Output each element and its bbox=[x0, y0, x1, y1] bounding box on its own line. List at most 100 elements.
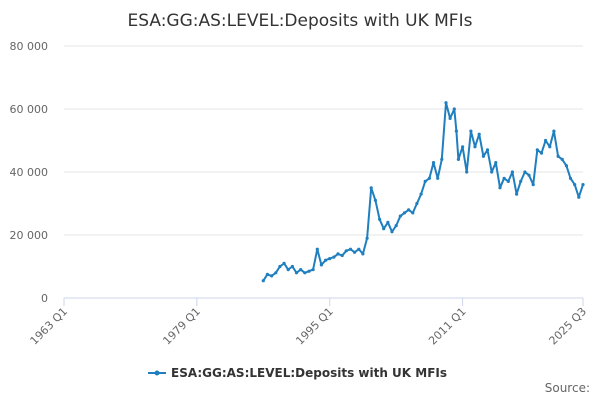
data-point[interactable] bbox=[440, 157, 444, 161]
data-point[interactable] bbox=[577, 195, 581, 199]
data-point[interactable] bbox=[324, 258, 328, 262]
x-tick-label: 1995 Q1 bbox=[293, 305, 336, 348]
data-point[interactable] bbox=[290, 264, 294, 269]
data-point[interactable] bbox=[265, 272, 269, 276]
data-point[interactable] bbox=[303, 271, 307, 275]
data-point[interactable] bbox=[427, 176, 431, 180]
data-point[interactable] bbox=[344, 249, 348, 253]
data-point[interactable] bbox=[544, 138, 548, 143]
y-tick-label: 40 000 bbox=[10, 166, 49, 179]
y-tick-label: 20 000 bbox=[10, 229, 49, 242]
data-point[interactable] bbox=[378, 217, 382, 221]
data-point[interactable] bbox=[469, 129, 473, 133]
data-point[interactable] bbox=[552, 129, 556, 133]
data-point[interactable] bbox=[431, 161, 436, 165]
data-point[interactable] bbox=[523, 170, 527, 174]
data-point[interactable] bbox=[402, 211, 407, 215]
data-point[interactable] bbox=[556, 154, 560, 158]
data-point[interactable] bbox=[436, 176, 440, 180]
data-point[interactable] bbox=[357, 247, 361, 251]
data-point[interactable] bbox=[465, 170, 469, 174]
data-point[interactable] bbox=[373, 198, 377, 202]
data-point[interactable] bbox=[307, 269, 311, 273]
data-point[interactable] bbox=[419, 192, 423, 196]
data-point[interactable] bbox=[361, 252, 365, 256]
y-axis-ticks: 0 20 000 40 000 60 000 80 000 bbox=[10, 40, 49, 305]
data-point[interactable] bbox=[353, 250, 357, 254]
data-point[interactable] bbox=[299, 268, 303, 272]
data-point[interactable] bbox=[477, 132, 481, 136]
data-point[interactable] bbox=[539, 151, 544, 155]
data-point[interactable] bbox=[535, 148, 539, 152]
chart-title: ESA:GG:AS:LEVEL:Deposits with UK MFIs bbox=[128, 11, 473, 31]
data-point[interactable] bbox=[415, 201, 419, 206]
data-point[interactable] bbox=[531, 183, 535, 187]
x-tick-label: 2025 Q3 bbox=[547, 305, 590, 348]
legend-marker-symbol bbox=[154, 370, 160, 376]
data-point[interactable] bbox=[386, 220, 390, 224]
data-point[interactable] bbox=[394, 224, 398, 228]
data-point[interactable] bbox=[390, 230, 394, 234]
data-point[interactable] bbox=[461, 145, 465, 149]
x-tick-label: 2011 Q1 bbox=[426, 305, 469, 348]
data-point[interactable] bbox=[510, 170, 514, 174]
source-label[interactable]: Source: bbox=[545, 381, 590, 395]
data-point[interactable] bbox=[340, 253, 344, 258]
data-point[interactable] bbox=[452, 107, 456, 111]
data-point[interactable] bbox=[311, 268, 315, 272]
grid bbox=[64, 45, 583, 236]
data-point[interactable] bbox=[448, 116, 452, 120]
series-line[interactable] bbox=[262, 101, 584, 282]
data-point[interactable] bbox=[456, 157, 460, 161]
data-point[interactable] bbox=[519, 179, 523, 183]
data-point[interactable] bbox=[278, 264, 282, 269]
x-tick-label: 1963 Q1 bbox=[28, 305, 71, 348]
y-tick-label: 60 000 bbox=[10, 103, 49, 116]
data-point[interactable] bbox=[515, 192, 519, 196]
data-point[interactable] bbox=[348, 247, 353, 251]
y-tick-label: 0 bbox=[41, 292, 48, 305]
x-axis: 1963 Q1 1979 Q1 1995 Q1 2011 Q1 2025 Q3 bbox=[28, 297, 590, 348]
data-point[interactable] bbox=[564, 164, 569, 168]
data-point[interactable] bbox=[274, 271, 278, 275]
data-point[interactable] bbox=[498, 186, 502, 190]
data-point[interactable] bbox=[261, 279, 265, 283]
data-point[interactable] bbox=[294, 271, 299, 275]
data-point[interactable] bbox=[365, 236, 369, 240]
data-point[interactable] bbox=[527, 173, 531, 177]
data-point[interactable] bbox=[411, 211, 415, 215]
y-tick-label: 80 000 bbox=[10, 40, 49, 53]
data-point[interactable] bbox=[506, 179, 510, 183]
data-point[interactable] bbox=[573, 183, 577, 187]
data-point[interactable] bbox=[319, 263, 323, 267]
data-point[interactable] bbox=[286, 268, 290, 272]
data-point[interactable] bbox=[315, 247, 319, 251]
x-tick-label: 1979 Q1 bbox=[160, 305, 203, 348]
data-point[interactable] bbox=[332, 255, 336, 259]
data-point[interactable] bbox=[548, 145, 552, 149]
data-point[interactable] bbox=[336, 252, 340, 256]
data-point[interactable] bbox=[270, 274, 274, 278]
data-point[interactable] bbox=[481, 154, 485, 158]
data-point[interactable] bbox=[502, 176, 506, 180]
data-point[interactable] bbox=[382, 227, 386, 231]
data-point[interactable] bbox=[282, 261, 286, 265]
legend[interactable]: ESA:GG:AS:LEVEL:Deposits with UK MFIs bbox=[148, 366, 447, 380]
data-point[interactable] bbox=[560, 157, 564, 161]
data-point[interactable] bbox=[398, 214, 402, 218]
data-point[interactable] bbox=[485, 148, 490, 152]
legend-label[interactable]: ESA:GG:AS:LEVEL:Deposits with UK MFIs bbox=[171, 366, 447, 380]
data-point[interactable] bbox=[490, 170, 494, 174]
data-point[interactable] bbox=[494, 161, 498, 165]
data-point[interactable] bbox=[568, 176, 573, 180]
data-point[interactable] bbox=[369, 186, 373, 190]
data-point[interactable] bbox=[423, 179, 427, 183]
data-point[interactable] bbox=[454, 129, 458, 133]
data-point[interactable] bbox=[473, 145, 477, 149]
data-point[interactable] bbox=[328, 257, 332, 261]
data-point[interactable] bbox=[581, 183, 585, 187]
data-point[interactable] bbox=[444, 101, 448, 105]
data-point[interactable] bbox=[407, 208, 411, 212]
